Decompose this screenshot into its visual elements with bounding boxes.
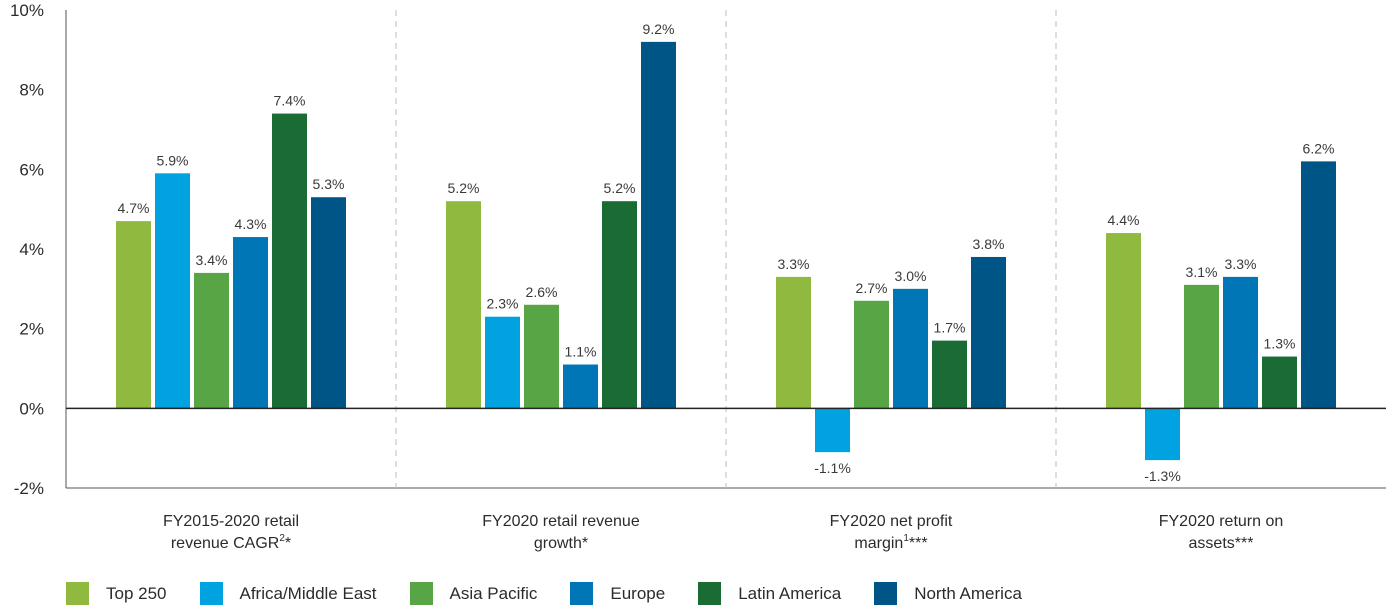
bar (116, 221, 151, 409)
category-label: FY2020 retail revenue (482, 513, 640, 530)
bar (602, 201, 637, 409)
data-label: 1.3% (1264, 336, 1296, 352)
data-label: 3.3% (778, 256, 810, 272)
bar (1223, 276, 1258, 409)
legend-item: Africa/Middle East (199, 582, 377, 605)
bar (311, 197, 346, 409)
legend-label: Africa/Middle East (239, 583, 377, 603)
legend-swatch (409, 582, 433, 605)
legend-item: Europe (570, 582, 665, 605)
data-label: 7.4% (274, 93, 306, 109)
legend-swatch (698, 582, 722, 605)
y-tick-label: 4% (19, 240, 44, 259)
legend-swatch (66, 582, 89, 605)
y-tick-label: 6% (19, 160, 44, 179)
legend-item: Latin America (698, 582, 841, 605)
y-tick-label: 8% (19, 81, 44, 100)
category-label-text: assets*** (1189, 535, 1254, 552)
data-label: 3.0% (895, 268, 927, 284)
data-label: 2.7% (856, 280, 888, 296)
bar (932, 340, 967, 409)
bar (1262, 356, 1297, 409)
data-label: 2.6% (526, 284, 558, 300)
category-label-text: growth* (534, 535, 588, 552)
category-label: revenue CAGR2* (171, 533, 291, 552)
bar (1301, 161, 1336, 409)
data-label: 3.8% (973, 236, 1005, 252)
y-tick-label: 0% (19, 399, 44, 418)
category-label: FY2020 return on (1159, 513, 1284, 530)
bar (971, 256, 1006, 409)
category-footnote-mark: 1 (903, 533, 909, 544)
data-label: 4.4% (1108, 212, 1140, 228)
data-label: 5.9% (157, 152, 189, 168)
bar (1184, 284, 1219, 409)
data-label: 3.4% (196, 252, 228, 268)
legend-item: North America (874, 582, 1022, 605)
category-label-text: revenue CAGR (171, 535, 280, 552)
bar (155, 173, 190, 409)
bar (1145, 408, 1180, 461)
bar (854, 300, 889, 409)
data-label: 4.3% (235, 216, 267, 232)
data-label: 6.2% (1303, 140, 1335, 156)
category-label: margin1*** (854, 533, 927, 552)
legend-swatch (874, 582, 898, 605)
bar (485, 316, 520, 409)
legend-swatch (570, 582, 594, 605)
category-label: growth* (534, 535, 588, 552)
category-label: assets*** (1189, 535, 1254, 552)
category-label-text: FY2020 net profit (830, 513, 953, 530)
category-label: FY2020 net profit (830, 513, 953, 530)
y-tick-label: -2% (14, 479, 44, 498)
data-label: 3.1% (1186, 264, 1218, 280)
category-label-text: FY2015-2020 retail (163, 513, 299, 530)
data-label: -1.3% (1144, 468, 1181, 484)
legend-label: Top 250 (106, 583, 167, 603)
bar (233, 237, 268, 409)
legend-label: North America (914, 583, 1022, 603)
bar (563, 364, 598, 409)
category-footnote-suffix: * (285, 535, 291, 552)
chart-legend: Top 250 Africa/Middle East Asia Pacific Eur… (66, 582, 1055, 605)
data-label: 9.2% (643, 21, 675, 37)
bar (893, 288, 928, 409)
data-label: 5.2% (448, 180, 480, 196)
category-label: FY2015-2020 retail (163, 513, 299, 530)
bar (446, 201, 481, 409)
data-label: 3.3% (1225, 256, 1257, 272)
legend-item: Top 250 (66, 582, 167, 605)
bar-chart: 10% 8% 6% 4% 2% 0% -2% 4.7% 5.9% 3.4% 4.3% 7.4% 5.3%… (10, 1, 1386, 552)
bar (815, 408, 850, 453)
bar (641, 41, 676, 409)
bar (1106, 233, 1141, 409)
bar (272, 113, 307, 409)
bar (524, 304, 559, 409)
category-label-text: FY2020 retail revenue (482, 513, 640, 530)
legend-item: Asia Pacific (409, 582, 538, 605)
category-footnote-suffix: *** (909, 535, 928, 552)
data-label: 5.3% (313, 176, 345, 192)
y-tick-label: 2% (19, 320, 44, 339)
y-tick-label: 10% (10, 1, 44, 20)
bar (194, 272, 229, 409)
category-label-text: FY2020 return on (1159, 513, 1284, 530)
data-label: 2.3% (487, 296, 519, 312)
legend-label: Europe (610, 583, 666, 603)
data-label: 1.7% (934, 320, 966, 336)
bar (776, 276, 811, 409)
legend-swatch (199, 582, 223, 605)
category-label-text: margin (854, 535, 903, 552)
legend-label: Latin America (738, 583, 842, 603)
category-footnote-mark: 2 (279, 533, 285, 544)
data-label: 1.1% (565, 344, 597, 360)
data-label: 5.2% (604, 180, 636, 196)
data-label: -1.1% (814, 460, 851, 476)
data-label: 4.7% (118, 200, 150, 216)
legend-label: Asia Pacific (449, 583, 538, 603)
